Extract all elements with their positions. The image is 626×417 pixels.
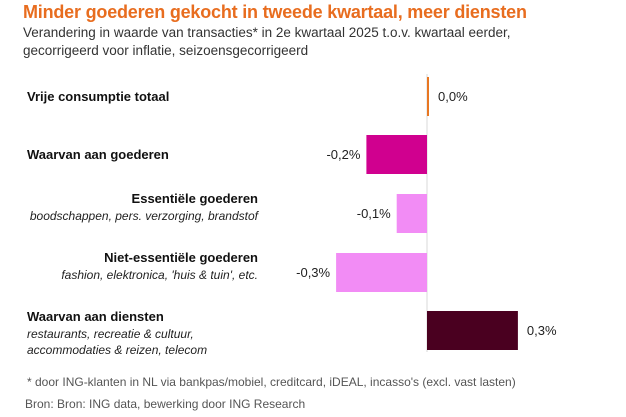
footnote: * door ING-klanten in NL via bankpas/mob… <box>27 375 516 389</box>
bar-0 <box>427 77 429 116</box>
value-label-3: -0,3% <box>296 264 331 280</box>
value-label-2: -0,1% <box>356 205 391 221</box>
value-label-4: 0,3% <box>526 322 557 338</box>
category-sublabel-services-2: accommodaties & reizen, telecom <box>27 343 208 357</box>
category-label-nonessential: Niet-essentiële goederen <box>104 250 258 265</box>
bar-4 <box>427 311 518 350</box>
value-label-1: -0,2% <box>326 146 361 162</box>
category-sublabel-nonessential: fashion, elektronica, 'huis & tuin', etc… <box>61 268 258 282</box>
bar-2 <box>396 194 427 233</box>
value-label-0: 0,0% <box>438 88 468 104</box>
chart-subtitle-line-1: Verandering in waarde van transacties* i… <box>23 25 511 40</box>
source-note: Bron: Bron: ING data, bewerking door ING… <box>25 397 306 411</box>
category-sublabel-essential: boodschappen, pers. verzorging, brandsto… <box>29 209 258 223</box>
category-label-essential: Essentiële goederen <box>131 191 258 206</box>
chart-subtitle-line-2: gecorrigeerd voor inflatie, seizoensgeco… <box>23 43 309 58</box>
category-label-goods: Waarvan aan goederen <box>27 147 169 162</box>
bar-1 <box>366 135 427 174</box>
bar-3 <box>336 253 427 292</box>
category-label-total: Vrije consumptie totaal <box>27 89 170 104</box>
category-sublabel-services-1: restaurants, recreatie & cultuur, <box>27 327 194 341</box>
chart-title: Minder goederen gekocht in tweede kwarta… <box>23 2 527 22</box>
category-label-services: Waarvan aan diensten <box>27 309 164 324</box>
